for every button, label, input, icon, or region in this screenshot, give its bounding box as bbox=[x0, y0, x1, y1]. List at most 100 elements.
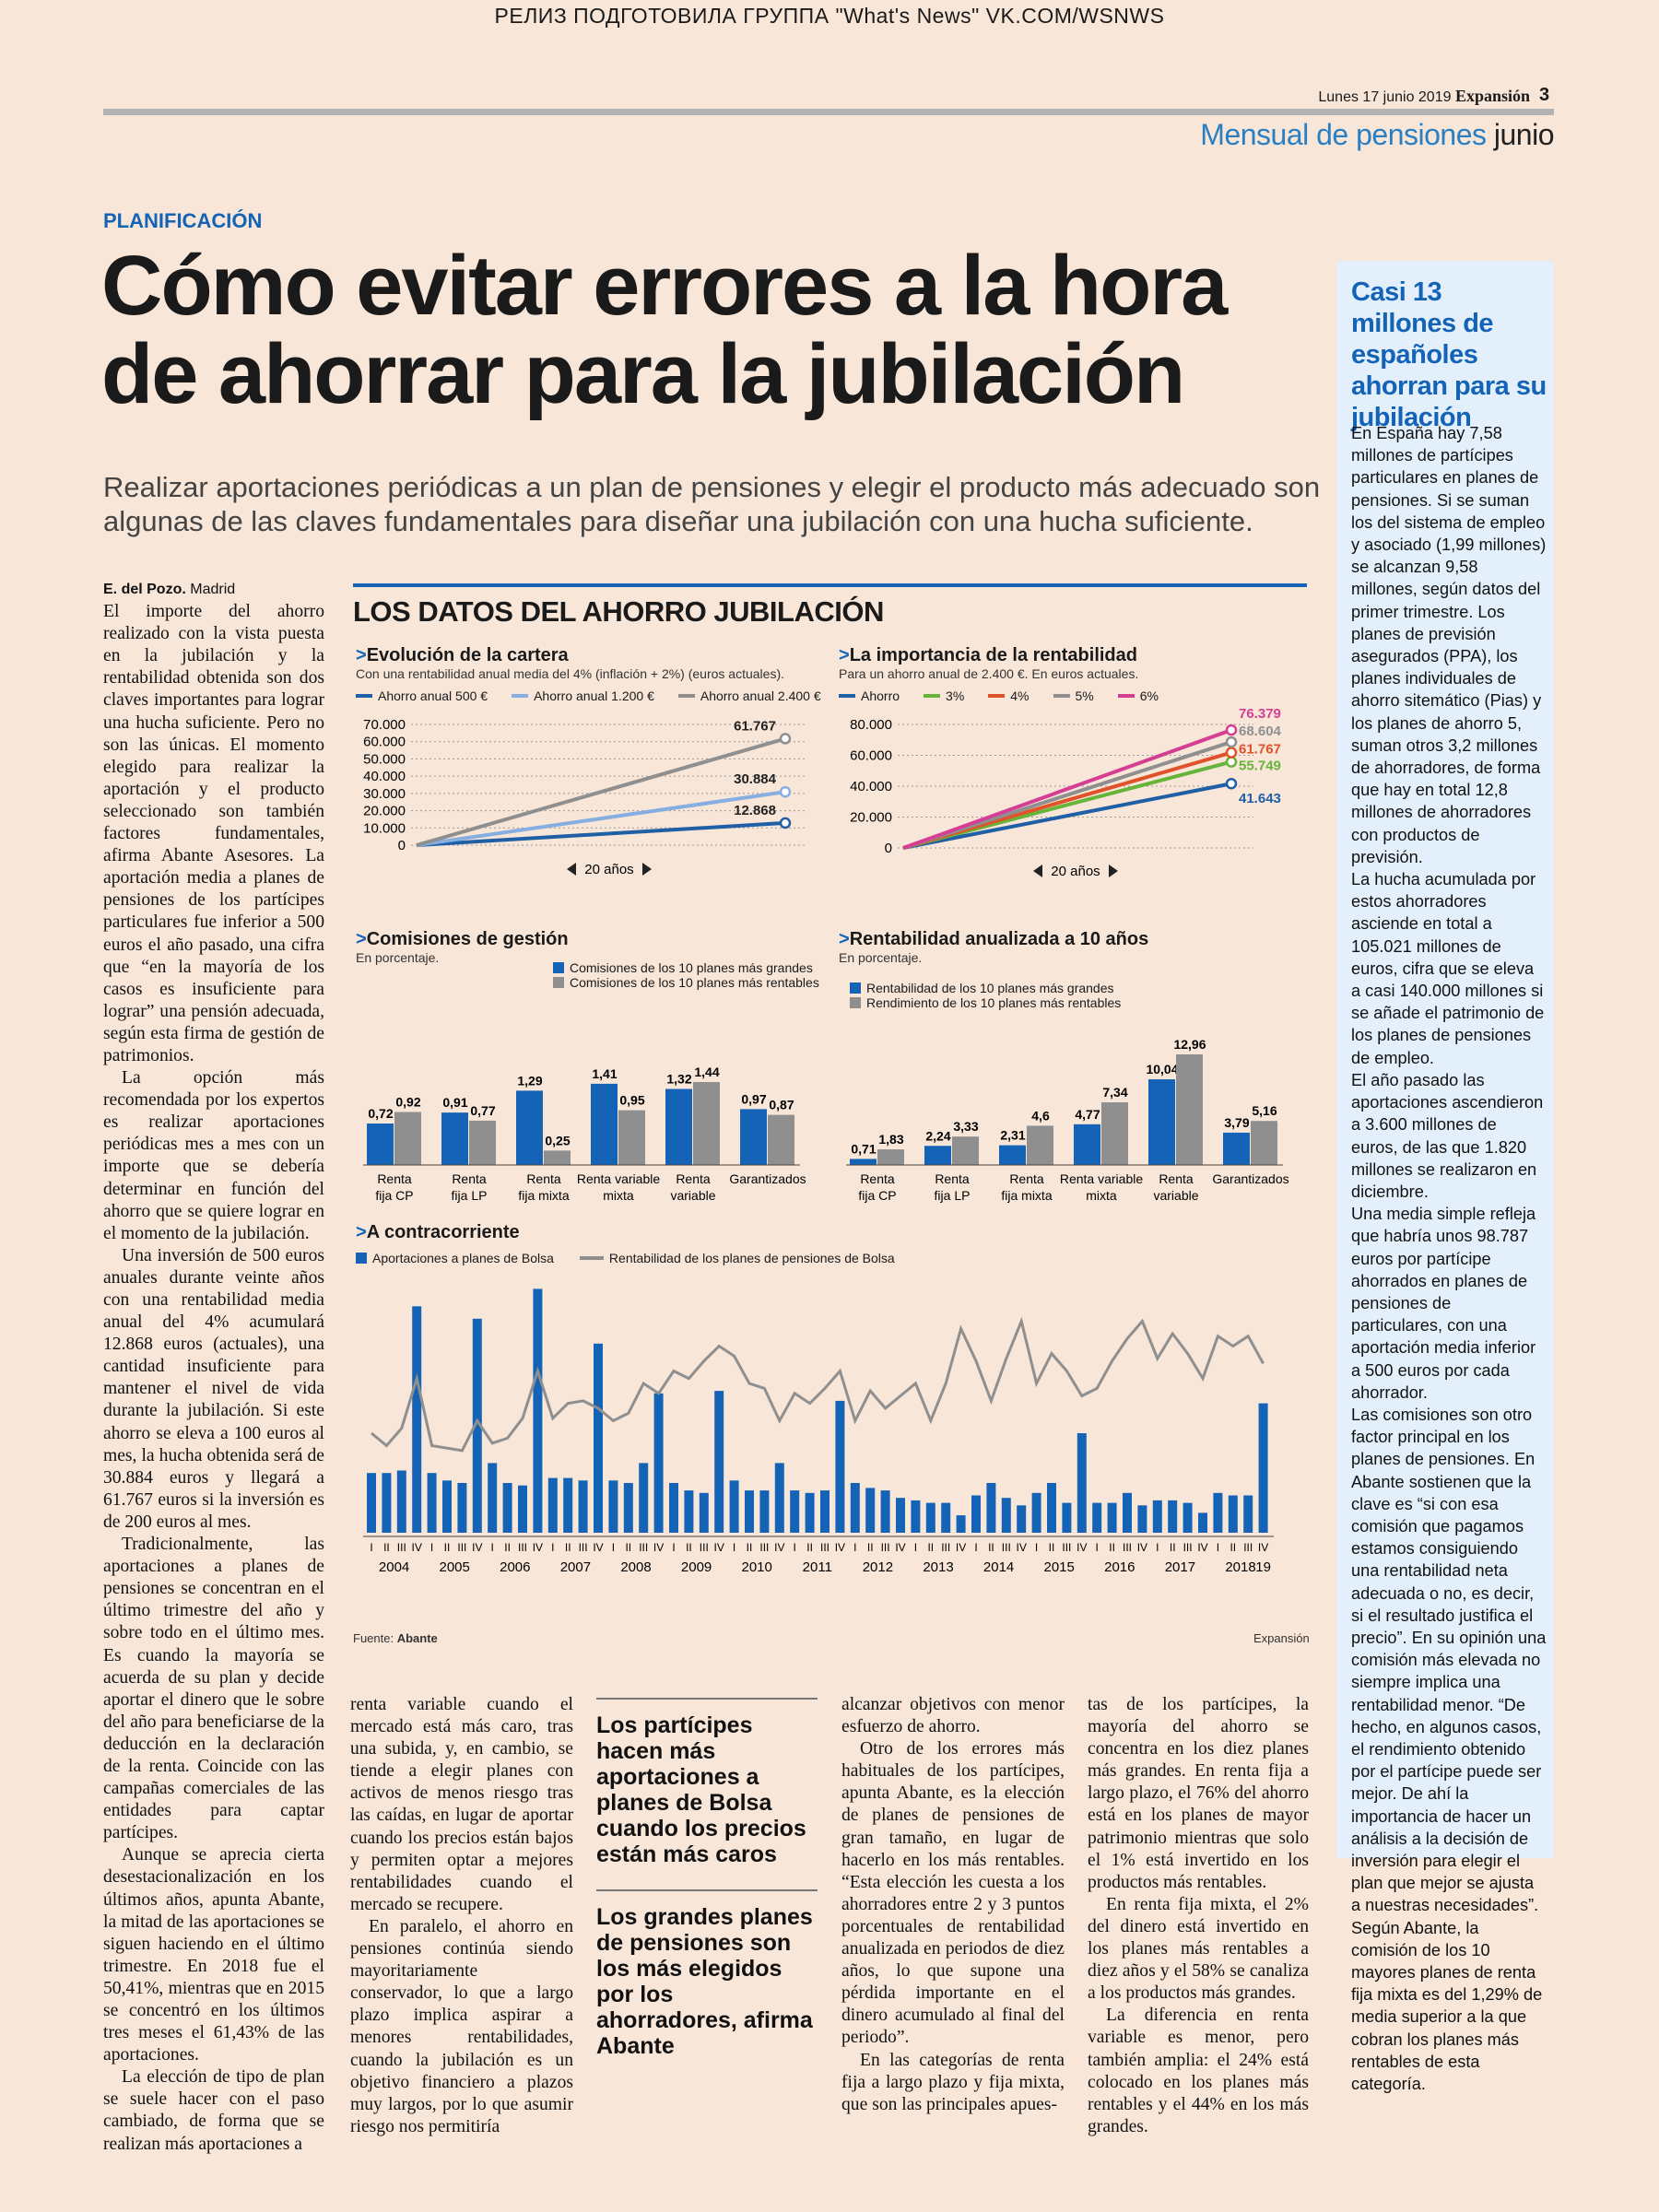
bar bbox=[693, 1082, 720, 1165]
bar bbox=[729, 1480, 739, 1533]
quarter-label: III bbox=[518, 1541, 527, 1554]
bar bbox=[850, 1159, 877, 1165]
legend-item: Ahorro anual 1.200 € bbox=[512, 688, 654, 703]
bar-value-label: 3,79 bbox=[1224, 1115, 1249, 1130]
y-tick-label: 60.000 bbox=[850, 748, 892, 764]
bar-value-label: 2,31 bbox=[1000, 1128, 1025, 1143]
bar bbox=[941, 1502, 951, 1533]
arrow-left-icon bbox=[1033, 865, 1042, 877]
legend-label: 6% bbox=[1139, 688, 1159, 703]
chart-title-text: A contracorriente bbox=[366, 1222, 520, 1242]
legend-swatch bbox=[677, 694, 695, 698]
pull-quote-2: Los grandes planes de pensiones son los … bbox=[596, 1904, 813, 2059]
category-label: Garantizados bbox=[729, 1171, 806, 1186]
bar bbox=[594, 1343, 603, 1533]
series-end-point bbox=[779, 817, 792, 830]
series-end-point bbox=[1225, 735, 1238, 748]
data-label: 61.767 bbox=[734, 718, 776, 734]
legend-label: Ahorro bbox=[861, 688, 900, 703]
chart-rentabilidad-10: >Rentabilidad anualizada a 10 años En po… bbox=[839, 929, 1300, 1203]
bar bbox=[669, 1483, 678, 1533]
quarter-label: IV bbox=[835, 1541, 845, 1554]
bar bbox=[591, 1083, 618, 1165]
bar bbox=[1148, 1079, 1175, 1165]
legend-item: 4% bbox=[988, 688, 1030, 703]
bar bbox=[1251, 1121, 1277, 1165]
chart-rentabilidad-svg: 80.000 60.000 40.000 20.000 0 41.643 55.74961.… bbox=[850, 706, 1281, 879]
series-end-point bbox=[1225, 756, 1238, 768]
category-label: Renta bbox=[935, 1171, 970, 1186]
bar bbox=[865, 1488, 876, 1533]
chart-subtitle: En porcentaje. bbox=[356, 950, 440, 965]
quarter-label: I bbox=[974, 1541, 977, 1554]
chart-title-text: Comisiones de gestión bbox=[366, 929, 569, 949]
bar bbox=[442, 1480, 452, 1533]
pull-quotes: Los partícipes hacen más aportaciones a … bbox=[596, 1698, 818, 2059]
quarter-label: IV bbox=[956, 1541, 966, 1554]
article-column-1: E. del Pozo. Madrid El importe del ahorr… bbox=[103, 579, 324, 2156]
y-tick-label: 50.000 bbox=[363, 751, 406, 767]
bar bbox=[665, 1088, 692, 1165]
quarter-label: I bbox=[612, 1541, 615, 1554]
quarter-label: I bbox=[1217, 1541, 1219, 1554]
series-end-point bbox=[1225, 724, 1238, 736]
bar bbox=[699, 1492, 709, 1533]
category-label: Garantizados bbox=[1212, 1171, 1288, 1186]
source-label: Fuente: bbox=[353, 1631, 394, 1645]
pull-quote-rule bbox=[596, 1698, 818, 1700]
sidebar-body: En España hay 7,58 millones de partícipe… bbox=[1351, 422, 1547, 2095]
bar bbox=[1031, 1492, 1041, 1533]
bar bbox=[1074, 1124, 1100, 1165]
bar bbox=[441, 1112, 468, 1165]
x-axis-label: 20 años bbox=[584, 862, 633, 877]
chart-title: >Evolución de la cartera bbox=[356, 645, 835, 666]
chart-arrow: > bbox=[356, 929, 367, 949]
bar bbox=[1047, 1483, 1056, 1533]
quarter-label: IV bbox=[653, 1541, 664, 1554]
chart-title-text: Rentabilidad anualizada a 10 años bbox=[849, 929, 1149, 949]
year-label: 19 bbox=[1255, 1559, 1271, 1575]
bar bbox=[1258, 1403, 1268, 1533]
bar bbox=[618, 1110, 645, 1165]
bar-value-label: 0,77 bbox=[470, 1103, 495, 1118]
sidebar-paragraph: La hucha acumulada por estos ahorradores… bbox=[1351, 870, 1545, 1067]
chart-arrow: > bbox=[839, 929, 850, 949]
quarter-label: II bbox=[686, 1541, 692, 1554]
chart-comisiones: >Comisiones de gestión En porcentaje. Co… bbox=[356, 929, 819, 1203]
quarter-label: IV bbox=[412, 1541, 422, 1554]
bar-value-label: 1,44 bbox=[694, 1065, 719, 1079]
series-line bbox=[902, 782, 1232, 850]
quarter-label: II bbox=[1049, 1541, 1055, 1554]
quarter-label: III bbox=[1243, 1541, 1253, 1554]
legend-item: Rentabilidad de los planes de pensiones … bbox=[579, 1251, 895, 1265]
bar bbox=[820, 1490, 830, 1533]
category-label: Renta bbox=[676, 1171, 711, 1186]
legend-item: 3% bbox=[924, 688, 964, 703]
bar-value-label: 4,6 bbox=[1031, 1108, 1050, 1123]
sidebar-title: Casi 13 millones de españoles ahorran pa… bbox=[1351, 277, 1547, 432]
sidebar-paragraph: En España hay 7,58 millones de partícipe… bbox=[1351, 424, 1547, 866]
quarter-label: I bbox=[672, 1541, 675, 1554]
bar bbox=[1001, 1498, 1011, 1533]
category-label: variable bbox=[1153, 1188, 1198, 1203]
category-label: fija CP bbox=[375, 1188, 413, 1203]
data-label: 76.379 bbox=[1239, 706, 1281, 722]
chart-title-text: Evolución de la cartera bbox=[366, 645, 569, 665]
quarter-label: III bbox=[700, 1541, 709, 1554]
bar-value-label: 0,95 bbox=[619, 1093, 644, 1108]
kicker: PLANIFICACIÓN bbox=[103, 209, 263, 232]
paragraph: Aunque se aprecia cierta desestacionaliz… bbox=[103, 1845, 324, 2065]
quarter-label: III bbox=[1183, 1541, 1193, 1554]
graphic-credit: Expansión bbox=[1253, 1631, 1310, 1645]
category-label: fija mixta bbox=[518, 1188, 569, 1203]
arrow-right-icon bbox=[1109, 865, 1118, 877]
legend-label: 5% bbox=[1075, 688, 1094, 703]
y-tick-label: 30.000 bbox=[363, 786, 406, 802]
graphic-title: LOS DATOS DEL AHORRO JUBILACIÓN bbox=[353, 595, 884, 628]
chart-title: >La importancia de la rentabilidad bbox=[839, 645, 1281, 666]
bar bbox=[547, 1477, 558, 1533]
y-tick-label: 60.000 bbox=[363, 735, 406, 750]
legend-swatch bbox=[512, 694, 529, 698]
y-tick-label: 10.000 bbox=[363, 820, 406, 836]
legend-swatch bbox=[850, 997, 861, 1008]
